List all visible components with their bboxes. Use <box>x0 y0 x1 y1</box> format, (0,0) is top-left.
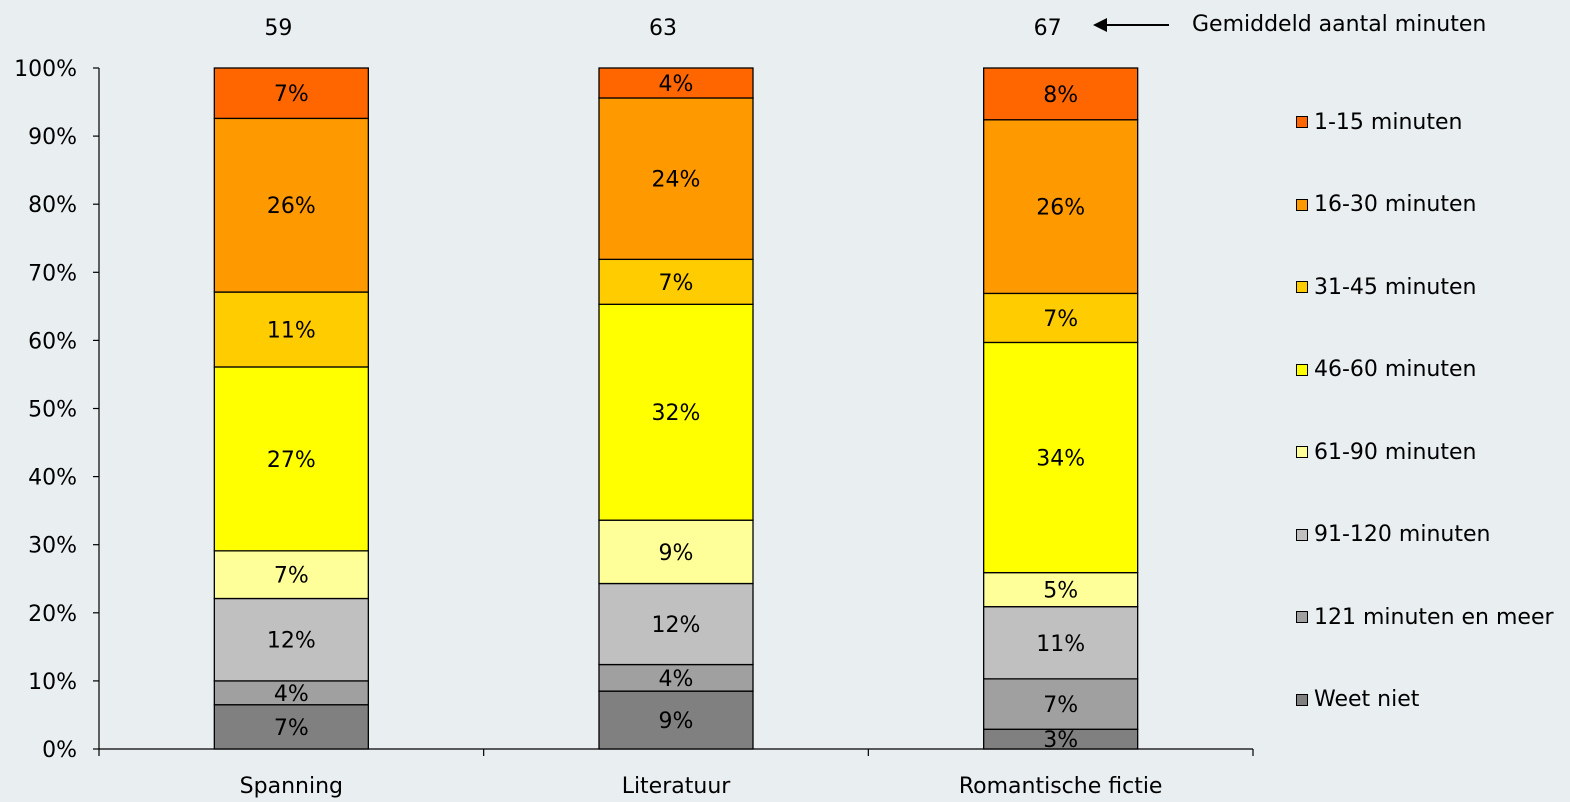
data-label: 11% <box>1036 632 1085 657</box>
bar-segment <box>213 597 369 682</box>
legend-label: 121 minuten en meer <box>1314 604 1554 630</box>
legend-label: 31-45 minuten <box>1314 274 1477 300</box>
bar-segment <box>983 341 1139 574</box>
bar-segment <box>983 292 1139 344</box>
y-tick-label: 90% <box>28 125 77 150</box>
data-label: 26% <box>267 194 316 219</box>
data-label: 9% <box>659 709 694 734</box>
y-tick-label: 50% <box>28 398 77 423</box>
average-value: 59 <box>264 16 292 41</box>
x-category-label: Spanning <box>240 774 343 799</box>
data-label: 11% <box>267 319 316 344</box>
legend-swatch <box>1296 693 1308 706</box>
bars <box>213 67 1139 750</box>
legend-item: 91-120 minuten <box>1296 522 1491 547</box>
legend-label: Weet niet <box>1314 687 1420 712</box>
data-label: 34% <box>1036 447 1085 472</box>
data-label: 4% <box>659 667 694 692</box>
data-label: 4% <box>274 682 309 707</box>
legend-item: 31-45 minuten <box>1296 274 1477 300</box>
legend-swatch <box>1296 446 1308 458</box>
bar-segment <box>213 366 369 552</box>
bar-segment <box>598 582 754 666</box>
bar-segment <box>598 519 754 585</box>
legend-swatch <box>1296 281 1308 293</box>
y-tick-label: 30% <box>28 534 77 559</box>
y-tick-label: 40% <box>28 466 77 491</box>
legend-swatch <box>1296 116 1308 128</box>
bar-segment <box>983 67 1139 121</box>
bar-segment <box>598 303 754 521</box>
y-tick-label: 70% <box>28 261 77 286</box>
data-label: 12% <box>652 613 701 638</box>
x-category-label: Literatuur <box>622 774 732 799</box>
legend-item: 61-90 minuten <box>1296 439 1477 465</box>
legend-label: 1-15 minuten <box>1314 109 1463 135</box>
data-label: 3% <box>1043 728 1078 753</box>
legend-label: 91-120 minuten <box>1314 522 1491 547</box>
data-label: 7% <box>274 82 309 107</box>
data-label: 8% <box>1043 83 1078 108</box>
data-label: 7% <box>659 271 694 296</box>
legend-item: 16-30 minuten <box>1296 192 1477 217</box>
bar-segment <box>983 678 1139 730</box>
x-category-label: Romantische fictie <box>959 774 1163 799</box>
legend-swatch <box>1296 528 1308 541</box>
bar-segment <box>598 67 754 99</box>
bar-segment <box>213 67 369 120</box>
data-label: 32% <box>652 401 701 426</box>
legend-swatch <box>1296 363 1308 376</box>
bar-segment <box>213 291 369 368</box>
y-tick-label: 60% <box>28 329 77 354</box>
average-minutes-label: Gemiddeld aantal minuten <box>1192 12 1487 37</box>
y-tick-label: 10% <box>28 670 77 695</box>
y-tick-label: 80% <box>28 193 77 218</box>
legend-label: 46-60 minuten <box>1314 357 1477 382</box>
bar-segment <box>598 690 754 750</box>
data-label: 7% <box>274 564 309 589</box>
legend-label: 61-90 minuten <box>1314 439 1477 465</box>
y-tick-label: 20% <box>28 602 77 627</box>
average-value: 63 <box>649 16 677 41</box>
data-label: 7% <box>1043 693 1078 718</box>
legend-label: 16-30 minuten <box>1314 192 1477 217</box>
data-label: 5% <box>1043 579 1078 604</box>
average-value: 67 <box>1034 16 1062 41</box>
bar-segment <box>983 119 1139 295</box>
data-label: 12% <box>267 629 316 654</box>
axes: 0% 10% 20% 30% 40% 50% 60% 70% 80% 90% 100% Spannin… <box>14 16 1254 799</box>
data-label: 7% <box>274 716 309 741</box>
bar-segment <box>983 571 1139 608</box>
legend-swatch <box>1296 611 1308 623</box>
data-label: 9% <box>659 541 694 566</box>
data-label: 4% <box>659 72 694 97</box>
bar-segment <box>598 258 754 305</box>
y-tick-label: 100% <box>14 57 77 82</box>
legend-item: 1-15 minuten <box>1296 109 1463 135</box>
legend-item: Weet niet <box>1296 687 1420 712</box>
legend-item: 46-60 minuten <box>1296 357 1477 382</box>
data-label: 26% <box>1036 196 1085 221</box>
bar-segment <box>598 97 754 261</box>
bar-segment <box>213 117 369 293</box>
data-labels: 7% 4% 12% 7% 27% 11% 26% 7% 9% 4% 12% 9% 32% 7% 24% 4% 3… <box>267 72 1085 753</box>
data-label: 27% <box>267 448 316 473</box>
legend-swatch <box>1296 198 1308 211</box>
y-tick-label: 0% <box>42 738 77 763</box>
data-label: 24% <box>652 168 701 193</box>
bar-segment <box>213 704 369 750</box>
data-label: 7% <box>1043 307 1078 332</box>
legend-item: 121 minuten en meer <box>1296 604 1554 630</box>
arrow-left-icon <box>1093 18 1169 32</box>
